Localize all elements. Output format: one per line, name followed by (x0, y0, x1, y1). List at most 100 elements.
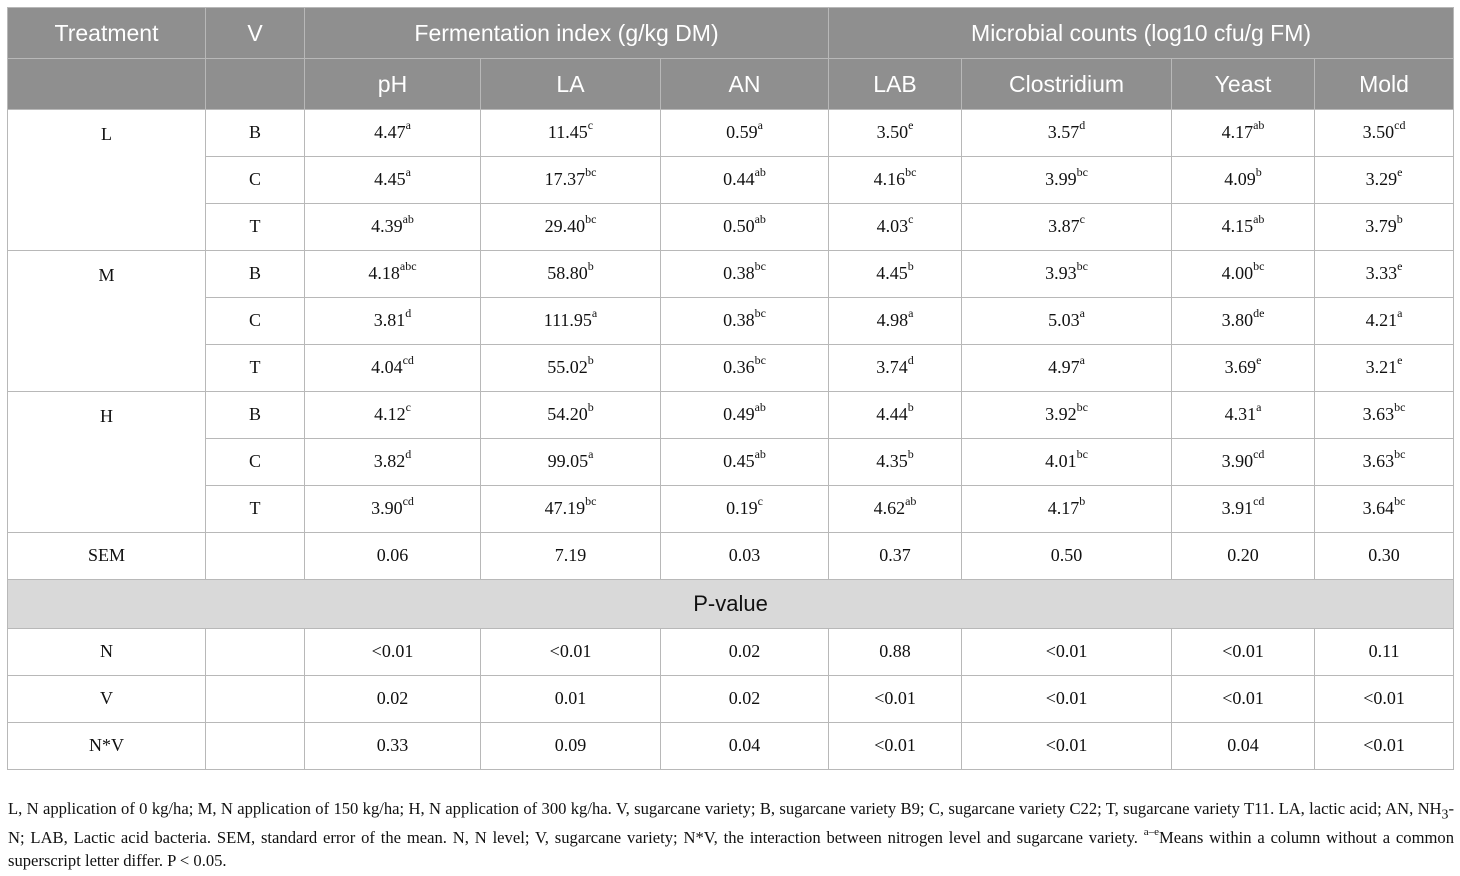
value-cell: 4.09b (1171, 156, 1316, 204)
cell-superscript: cd (1253, 494, 1265, 508)
cell-superscript: ab (402, 212, 414, 226)
pvalue-value: 0.33 (304, 722, 481, 770)
cell-superscript: bc (585, 212, 597, 226)
cell-superscript: a (908, 306, 914, 320)
cell-value: 0.19 (726, 498, 758, 518)
value-cell: 4.31a (1171, 391, 1316, 439)
sem-value: 0.30 (1314, 532, 1455, 580)
cell-value: 3.80 (1221, 310, 1254, 330)
cell-value: 3.57 (1047, 122, 1080, 142)
column-header-yeast: Yeast (1171, 58, 1316, 110)
cell-superscript: bc (754, 306, 766, 320)
value-cell: 4.45b (828, 250, 963, 298)
cell-value: 4.15 (1221, 216, 1254, 236)
cell-value: 3.64 (1362, 498, 1395, 518)
cell-value: 4.03 (876, 216, 909, 236)
cell-value: 3.50 (876, 122, 909, 142)
cell-superscript: a (588, 447, 594, 461)
cell-value: 3.82 (373, 451, 406, 471)
cell-value: 4.17 (1221, 122, 1254, 142)
cell-value: 0.50 (723, 216, 755, 236)
value-cell: 4.17ab (1171, 109, 1316, 157)
cell-superscript: b (907, 400, 914, 414)
pvalue-value: 0.02 (659, 628, 830, 676)
cell-superscript: a (1397, 306, 1403, 320)
value-cell: 0.59a (659, 109, 830, 157)
empty-header-cell (205, 58, 305, 110)
value-cell: 58.80b (480, 250, 661, 298)
cell-value: 4.21 (1365, 310, 1398, 330)
pvalue-value: <0.01 (961, 628, 1173, 676)
table-row: C 3.81d 111.95a 0.38bc 4.98a 5.03a 3.80de 4.21a (8, 297, 1455, 345)
sem-row: SEM 0.06 7.19 0.03 0.37 0.50 0.20 0.30 (7, 532, 1455, 580)
column-header-mold: Mold (1314, 58, 1455, 110)
table-row: L B 4.47a 11.45c 0.59a 3.50e 3.57d 4.17ab 3.50cd (7, 109, 1455, 251)
pvalue-value: <0.01 (961, 722, 1173, 770)
value-cell: 3.33e (1314, 250, 1455, 298)
cell-value: 4.16 (873, 169, 906, 189)
cell-value: 99.05 (547, 451, 589, 471)
cell-superscript: d (405, 447, 412, 461)
value-cell: 4.16bc (828, 156, 963, 204)
value-cell: 4.00bc (1171, 250, 1316, 298)
value-cell: 4.03c (828, 203, 963, 251)
value-cell: 4.44b (828, 391, 963, 439)
cell-value: 0.45 (723, 451, 755, 471)
cell-value: 11.45 (547, 122, 588, 142)
column-header-la: LA (480, 58, 661, 110)
value-cell: 3.99bc (961, 156, 1173, 204)
treatment-cell: L (7, 109, 206, 251)
cell-superscript: cd (402, 353, 414, 367)
cell-superscript: b (587, 353, 594, 367)
cell-value: 3.29 (1365, 169, 1398, 189)
cell-value: 4.44 (876, 404, 908, 424)
cell-value: 3.91 (1221, 498, 1254, 518)
cell-superscript: cd (1394, 118, 1406, 132)
value-cell: 0.36bc (659, 344, 830, 392)
cell-superscript: ab (905, 494, 917, 508)
pvalue-value: <0.01 (304, 628, 481, 676)
cell-superscript: bc (1394, 494, 1406, 508)
fermentation-group-header: Fermentation index (g/kg DM) (303, 7, 830, 59)
cell-superscript: bc (754, 259, 766, 273)
value-cell: 3.90cd (304, 485, 481, 533)
empty-cell (205, 722, 305, 770)
cell-value: 3.50 (1362, 122, 1395, 142)
treatment-cell: H (7, 391, 206, 533)
cell-superscript: a (1079, 353, 1085, 367)
column-header-ph: pH (304, 58, 481, 110)
cell-value: 4.45 (876, 263, 908, 283)
treatment-header: Treatment (7, 7, 206, 59)
value-cell: 0.38bc (659, 250, 830, 298)
value-cell: 0.45ab (659, 438, 830, 486)
value-cell: 3.82d (304, 438, 481, 486)
cell-value: 3.87 (1048, 216, 1080, 236)
pvalue-value: 0.88 (828, 628, 963, 676)
table-row: H B 4.12c 54.20b 0.49ab 4.44b 3.92bc 4.31a 3.63b… (7, 391, 1455, 533)
value-cell: 4.47a (304, 109, 481, 157)
cell-value: 54.20 (547, 404, 588, 424)
cell-value: 3.21 (1365, 357, 1398, 377)
cell-superscript: b (587, 400, 594, 414)
pvalue-value: <0.01 (828, 722, 963, 770)
value-cell: 17.37bc (480, 156, 661, 204)
cell-superscript: d (1079, 118, 1086, 132)
cell-value: 3.90 (1221, 451, 1254, 471)
microbial-group-header: Microbial counts (log10 cfu/g FM) (828, 7, 1455, 59)
cell-superscript: b (587, 259, 594, 273)
cell-value: 0.59 (726, 122, 758, 142)
cell-superscript: bc (1076, 165, 1088, 179)
pvalue-value: 0.11 (1314, 628, 1455, 676)
variety-cell: T (205, 344, 305, 392)
value-cell: 3.63bc (1314, 391, 1455, 439)
cell-superscript: b (1255, 165, 1262, 179)
value-cell: 0.19c (659, 485, 830, 533)
cell-superscript: abc (399, 259, 417, 273)
pvalue-value: <0.01 (1171, 628, 1316, 676)
cell-superscript: e (1397, 353, 1403, 367)
cell-superscript: ab (1253, 212, 1265, 226)
table-footnote: L, N application of 0 kg/ha; M, N applic… (8, 797, 1454, 873)
cell-superscript: b (1079, 494, 1086, 508)
cell-value: 111.95 (543, 310, 592, 330)
value-cell: 3.90cd (1171, 438, 1316, 486)
